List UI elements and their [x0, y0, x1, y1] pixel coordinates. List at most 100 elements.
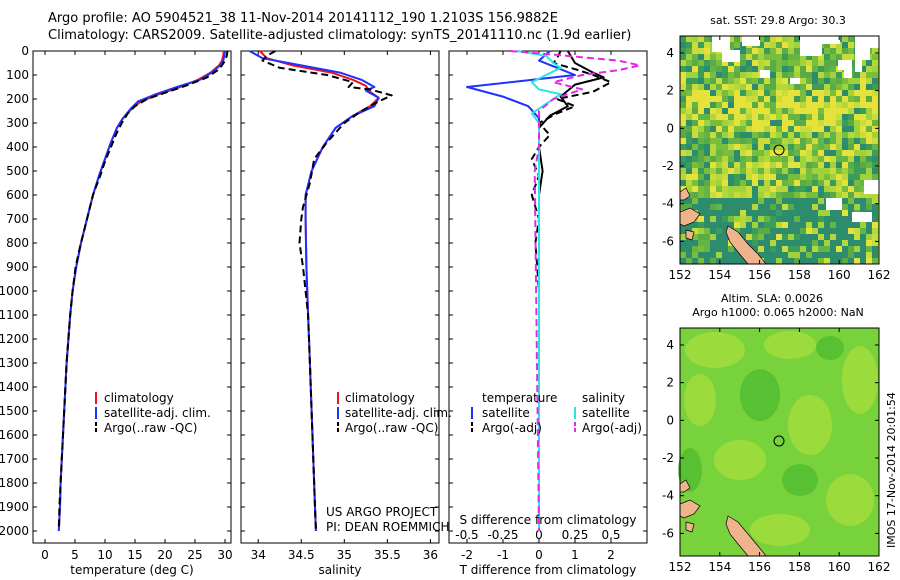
- sst-cell: [764, 108, 770, 114]
- sst-cell: [836, 138, 842, 144]
- sst-cell: [872, 78, 878, 84]
- sst-cell: [734, 252, 740, 258]
- depth-tick-label: 1500: [0, 404, 29, 418]
- sst-cell: [854, 90, 860, 96]
- sst-cell: [788, 138, 794, 144]
- sst-cell: [764, 102, 770, 108]
- sst-cell: [728, 186, 734, 192]
- sst-cell: [830, 78, 836, 84]
- sst-cell: [854, 72, 860, 78]
- sst-cell: [680, 96, 686, 102]
- sst-cell: [794, 84, 800, 90]
- sst-cell: [680, 120, 686, 126]
- difference-lines: [466, 50, 641, 532]
- sst-cell: [794, 48, 800, 54]
- sst-cell: [758, 36, 764, 42]
- sst-cell: [758, 186, 764, 192]
- sst-cell: [746, 150, 752, 156]
- sst-cell: [776, 102, 782, 108]
- x-tick-label: 36: [423, 548, 438, 562]
- sst-cell: [800, 228, 806, 234]
- sst-cell: [794, 72, 800, 78]
- sst-cell: [716, 186, 722, 192]
- sst-cell: [728, 180, 734, 186]
- sst-cell: [794, 114, 800, 120]
- sst-cell: [824, 144, 830, 150]
- sst-cell: [854, 138, 860, 144]
- sst-cell: [806, 96, 812, 102]
- sst-cell: [776, 222, 782, 228]
- sst-cell: [710, 168, 716, 174]
- sst-cell: [794, 234, 800, 240]
- sst-cell: [872, 162, 878, 168]
- sst-cell: [866, 240, 872, 246]
- sst-cell: [842, 114, 848, 120]
- sst-cell: [680, 204, 686, 210]
- sst-cell: [782, 90, 788, 96]
- sst-cell: [854, 108, 860, 114]
- sst-cell: [710, 78, 716, 84]
- sst-cell: [812, 192, 818, 198]
- sst-cell: [794, 186, 800, 192]
- map-x-tick-label: 162: [868, 268, 891, 282]
- sst-cell: [752, 186, 758, 192]
- sst-cell: [758, 222, 764, 228]
- sst-cell: [758, 144, 764, 150]
- sst-cell: [818, 162, 824, 168]
- sst-cell: [722, 198, 728, 204]
- sst-cell: [806, 126, 812, 132]
- sst-cell: [716, 60, 722, 66]
- figure-title-line2: Climatology: CARS2009. Satellite-adjuste…: [48, 28, 631, 43]
- sst-cell: [728, 138, 734, 144]
- sst-cell: [692, 144, 698, 150]
- sst-cell: [728, 222, 734, 228]
- sst-cell: [794, 174, 800, 180]
- sst-cell: [728, 258, 734, 264]
- salinity-legend-satellite: satellite-adj. clim.: [345, 406, 452, 420]
- sst-cell: [698, 192, 704, 198]
- sst-cell: [716, 102, 722, 108]
- sst-cell: [704, 66, 710, 72]
- sst-cell: [806, 120, 812, 126]
- sst-cell: [698, 96, 704, 102]
- sst-cell: [710, 228, 716, 234]
- sst-cell: [836, 192, 842, 198]
- sst-cell: [782, 72, 788, 78]
- sst-cell: [722, 210, 728, 216]
- temperature-panel-frame: [32, 50, 232, 544]
- sst-cell: [860, 228, 866, 234]
- sst-cell: [704, 54, 710, 60]
- sst-cell: [860, 258, 866, 264]
- sst-cell: [800, 246, 806, 252]
- sst-cell: [692, 168, 698, 174]
- sst-cell: [848, 162, 854, 168]
- sst-cell: [806, 198, 812, 204]
- sst-cell: [782, 144, 788, 150]
- sst-cell: [770, 114, 776, 120]
- sst-cell: [860, 234, 866, 240]
- sst-cell: [716, 222, 722, 228]
- sst-cell: [758, 174, 764, 180]
- sst-cell: [710, 108, 716, 114]
- sst-cell: [776, 162, 782, 168]
- salinity-panel-frame: [240, 50, 440, 544]
- sst-cell: [722, 168, 728, 174]
- sst-cell: [734, 120, 740, 126]
- sst-cell: [830, 84, 836, 90]
- sst-cell: [752, 144, 758, 150]
- sst-cell: [752, 66, 758, 72]
- sst-cell: [710, 120, 716, 126]
- sst-cell: [770, 216, 776, 222]
- sst-cell: [866, 120, 872, 126]
- sst-cell: [842, 216, 848, 222]
- sst-cell: [848, 234, 854, 240]
- sst-cell: [776, 258, 782, 264]
- sst-cell: [776, 216, 782, 222]
- sst-cell: [788, 42, 794, 48]
- sst-cell: [704, 252, 710, 258]
- sst-cell: [776, 60, 782, 66]
- sst-cell: [860, 204, 866, 210]
- diff-legend-temp-argo: Argo(-adj): [482, 421, 542, 435]
- sst-cell: [788, 84, 794, 90]
- sst-cell: [860, 150, 866, 156]
